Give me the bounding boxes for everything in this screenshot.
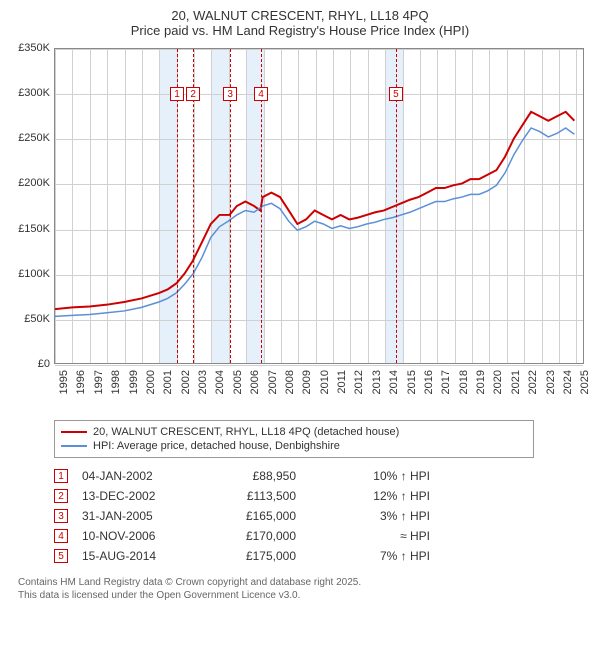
x-tick-label: 2002 bbox=[180, 370, 192, 394]
transaction-date: 31-JAN-2005 bbox=[82, 509, 192, 523]
legend: 20, WALNUT CRESCENT, RHYL, LL18 4PQ (det… bbox=[54, 420, 534, 458]
x-tick-label: 2021 bbox=[510, 370, 522, 394]
x-tick-label: 2004 bbox=[214, 370, 226, 394]
y-tick-label: £100K bbox=[18, 268, 50, 280]
x-tick-label: 2020 bbox=[492, 370, 504, 394]
y-tick-label: £250K bbox=[18, 132, 50, 144]
y-tick-label: £200K bbox=[18, 177, 50, 189]
transaction-price: £88,950 bbox=[206, 469, 296, 483]
y-tick-label: £0 bbox=[38, 358, 50, 370]
transaction-row: 5 15-AUG-2014 £175,000 7% ↑ HPI bbox=[54, 546, 554, 566]
transactions-table: 1 04-JAN-2002 £88,950 10% ↑ HPI 2 13-DEC-2002… bbox=[54, 466, 554, 566]
x-tick-label: 2012 bbox=[353, 370, 365, 394]
transaction-marker-box: 4 bbox=[254, 87, 268, 101]
transaction-number: 3 bbox=[54, 509, 68, 523]
title-block: 20, WALNUT CRESCENT, RHYL, LL18 4PQ Pric… bbox=[10, 8, 590, 38]
transaction-date: 15-AUG-2014 bbox=[82, 549, 192, 563]
x-tick-label: 2025 bbox=[579, 370, 591, 394]
x-tick-label: 1996 bbox=[75, 370, 87, 394]
x-tick-label: 2019 bbox=[475, 370, 487, 394]
series-hpi bbox=[55, 128, 574, 316]
y-tick-label: £300K bbox=[18, 87, 50, 99]
x-tick-label: 2000 bbox=[145, 370, 157, 394]
transaction-number: 2 bbox=[54, 489, 68, 503]
transaction-number: 5 bbox=[54, 549, 68, 563]
y-tick-label: £50K bbox=[24, 313, 50, 325]
transaction-row: 2 13-DEC-2002 £113,500 12% ↑ HPI bbox=[54, 486, 554, 506]
x-tick-label: 2010 bbox=[319, 370, 331, 394]
transaction-number: 4 bbox=[54, 529, 68, 543]
transaction-date: 04-JAN-2002 bbox=[82, 469, 192, 483]
chart-container: 20, WALNUT CRESCENT, RHYL, LL18 4PQ Pric… bbox=[0, 0, 600, 650]
transaction-pct: 7% ↑ HPI bbox=[310, 549, 430, 563]
transaction-row: 1 04-JAN-2002 £88,950 10% ↑ HPI bbox=[54, 466, 554, 486]
legend-item: HPI: Average price, detached house, Denb… bbox=[61, 439, 527, 453]
x-tick-label: 2007 bbox=[267, 370, 279, 394]
x-tick-label: 2017 bbox=[440, 370, 452, 394]
transaction-marker-box: 5 bbox=[389, 87, 403, 101]
x-tick-label: 2024 bbox=[562, 370, 574, 394]
legend-swatch bbox=[61, 431, 87, 433]
title-line2: Price paid vs. HM Land Registry's House … bbox=[10, 23, 590, 38]
y-axis: £0£50K£100K£150K£200K£250K£300K£350K bbox=[10, 48, 52, 364]
x-tick-label: 2014 bbox=[388, 370, 400, 394]
transaction-date: 13-DEC-2002 bbox=[82, 489, 192, 503]
x-tick-label: 2001 bbox=[162, 370, 174, 394]
x-tick-label: 2006 bbox=[249, 370, 261, 394]
legend-label: 20, WALNUT CRESCENT, RHYL, LL18 4PQ (det… bbox=[93, 426, 399, 438]
y-tick-label: £350K bbox=[18, 42, 50, 54]
transaction-price: £113,500 bbox=[206, 489, 296, 503]
x-tick-label: 2003 bbox=[197, 370, 209, 394]
x-tick-label: 1998 bbox=[110, 370, 122, 394]
transaction-row: 4 10-NOV-2006 £170,000 ≈ HPI bbox=[54, 526, 554, 546]
footer: Contains HM Land Registry data © Crown c… bbox=[18, 576, 590, 602]
transaction-price: £165,000 bbox=[206, 509, 296, 523]
x-tick-label: 2013 bbox=[371, 370, 383, 394]
x-tick-label: 1995 bbox=[58, 370, 70, 394]
legend-swatch bbox=[61, 445, 87, 447]
series-property bbox=[55, 112, 574, 309]
transaction-price: £175,000 bbox=[206, 549, 296, 563]
x-tick-label: 1997 bbox=[93, 370, 105, 394]
x-tick-label: 2008 bbox=[284, 370, 296, 394]
x-tick-label: 2023 bbox=[545, 370, 557, 394]
x-tick-label: 2011 bbox=[336, 370, 348, 394]
x-tick-label: 2015 bbox=[406, 370, 418, 394]
transaction-date: 10-NOV-2006 bbox=[82, 529, 192, 543]
x-tick-label: 1999 bbox=[128, 370, 140, 394]
transaction-pct: 3% ↑ HPI bbox=[310, 509, 430, 523]
legend-item: 20, WALNUT CRESCENT, RHYL, LL18 4PQ (det… bbox=[61, 425, 527, 439]
chart: £0 £50K £100K £150K £200K £250K £300K £350K 12 3… bbox=[10, 44, 590, 414]
title-line1: 20, WALNUT CRESCENT, RHYL, LL18 4PQ bbox=[10, 8, 590, 23]
x-tick-label: 2005 bbox=[232, 370, 244, 394]
x-tick-label: 2018 bbox=[458, 370, 470, 394]
transaction-pct: ≈ HPI bbox=[310, 529, 430, 543]
legend-label: HPI: Average price, detached house, Denb… bbox=[93, 440, 340, 452]
transaction-marker-box: 1 bbox=[170, 87, 184, 101]
transaction-price: £170,000 bbox=[206, 529, 296, 543]
x-tick-label: 2022 bbox=[527, 370, 539, 394]
transaction-marker-box: 3 bbox=[223, 87, 237, 101]
footer-line1: Contains HM Land Registry data © Crown c… bbox=[18, 576, 590, 589]
transaction-pct: 10% ↑ HPI bbox=[310, 469, 430, 483]
x-tick-label: 2016 bbox=[423, 370, 435, 394]
plot-area: 12 3 4 5 bbox=[54, 48, 584, 364]
x-tick-label: 2009 bbox=[301, 370, 313, 394]
footer-line2: This data is licensed under the Open Gov… bbox=[18, 589, 590, 602]
line-layer bbox=[55, 49, 583, 363]
transaction-number: 1 bbox=[54, 469, 68, 483]
transaction-marker-box: 2 bbox=[186, 87, 200, 101]
transaction-row: 3 31-JAN-2005 £165,000 3% ↑ HPI bbox=[54, 506, 554, 526]
transaction-pct: 12% ↑ HPI bbox=[310, 489, 430, 503]
y-tick-label: £150K bbox=[18, 223, 50, 235]
x-axis: 1995 1996 1997 1998 1999 2000 2001 2002 2003 2004… bbox=[54, 366, 584, 410]
